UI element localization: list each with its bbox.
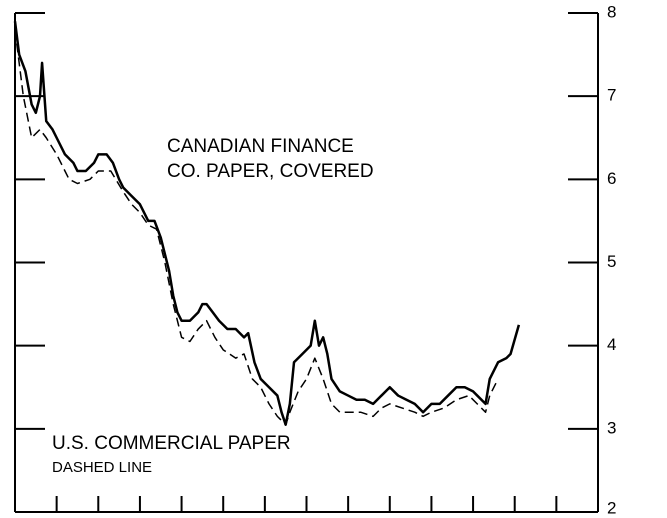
solid-line xyxy=(13,21,521,426)
y-tick-label: 2 xyxy=(607,498,616,517)
y-tick-label: 7 xyxy=(607,86,616,105)
annotation: DASHED LINE xyxy=(52,459,152,476)
y-tick-label: 3 xyxy=(607,418,616,437)
y-tick-label: 6 xyxy=(607,169,616,188)
y-tick-label: 5 xyxy=(607,252,616,271)
y-tick-label: 4 xyxy=(607,335,616,354)
annotation: CANADIAN FINANCE xyxy=(167,136,354,157)
annotation: U.S. COMMERCIAL PAPER xyxy=(52,433,291,454)
dashed-line xyxy=(14,29,499,426)
annotation: CO. PAPER, COVERED xyxy=(167,161,374,182)
y-tick-label: 8 xyxy=(607,2,616,21)
